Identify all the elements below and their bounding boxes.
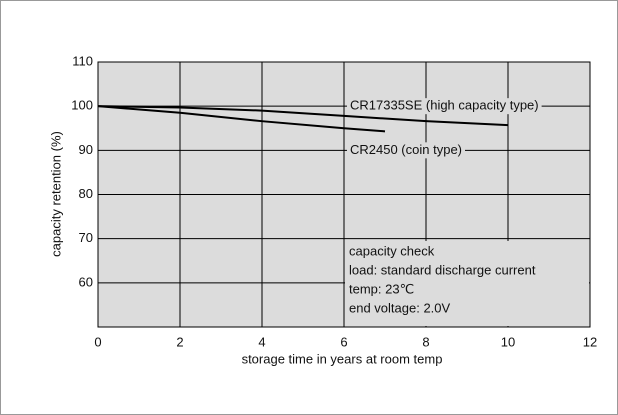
x-tick-label: 4 <box>258 334 265 349</box>
plot-border <box>97 61 591 328</box>
x-tick-label: 6 <box>340 334 347 349</box>
x-axis-label: storage time in years at room temp <box>242 351 443 366</box>
annotation-line: temp: 23℃ <box>349 281 414 296</box>
x-tick-label: 12 <box>583 334 597 349</box>
annotation-line: end voltage: 2.0V <box>349 300 451 315</box>
y-tick-label: 110 <box>72 53 93 68</box>
y-tick-label: 60 <box>79 274 93 289</box>
series-label: CR17335SE (high capacity type) <box>350 98 539 113</box>
y-tick-label: 90 <box>79 142 93 157</box>
annotation-box <box>345 241 589 326</box>
series-line <box>97 105 509 127</box>
y-tick-label: 70 <box>79 230 93 245</box>
y-tick-label: 80 <box>79 186 93 201</box>
annotation-line: load: standard discharge current <box>349 262 536 277</box>
y-tick-label: 100 <box>71 98 93 113</box>
x-tick-label: 10 <box>501 334 515 349</box>
series-label-bg <box>347 142 465 159</box>
x-tick-label: 0 <box>94 334 101 349</box>
series-label-bg <box>347 98 542 115</box>
annotation-line: capacity check <box>349 243 435 258</box>
series-label: CR2450 (coin type) <box>350 142 462 157</box>
series-line <box>97 105 386 133</box>
x-tick-label: 8 <box>422 334 429 349</box>
y-axis-label: capacity retention (%) <box>48 131 63 257</box>
x-tick-label: 2 <box>176 334 183 349</box>
